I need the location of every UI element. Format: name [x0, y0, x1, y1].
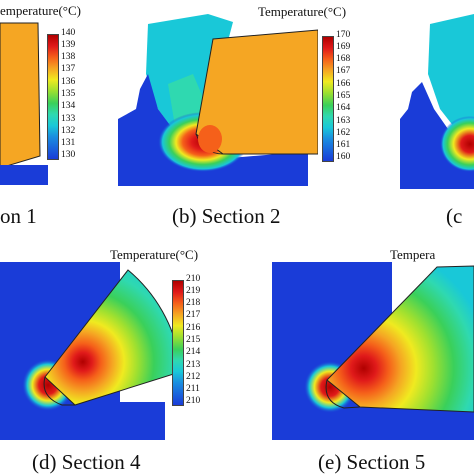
panel-d-tick: 214: [186, 347, 201, 357]
panel-d-colorbar: [172, 280, 184, 406]
panel-d-caption: (d) Section 4: [32, 450, 141, 474]
panel-b-tick: 160: [336, 152, 351, 162]
panel-a-tick: 132: [61, 126, 76, 136]
panel-b-legend-title: Temperature(°C): [258, 4, 347, 19]
panel-b-tick: 169: [336, 42, 351, 52]
panel-a-contour: [0, 18, 50, 188]
panel-a-tick: 134: [61, 101, 76, 111]
panel-b-contour: [118, 14, 318, 194]
panel-a-tick: 133: [61, 114, 76, 124]
panel-d-tick: 217: [186, 310, 201, 320]
panel-a-colorbar: [47, 34, 59, 160]
panel-b-tick: 167: [336, 66, 351, 76]
panel-a-tick: 137: [61, 64, 76, 74]
panel-d-tick: 216: [186, 323, 201, 333]
panel-b-tick: 168: [336, 54, 351, 64]
panel-a-tick: 138: [61, 52, 76, 62]
panel-b-tick: 166: [336, 79, 351, 89]
panel-a-tick: 135: [61, 89, 76, 99]
panel-a-tick: 131: [61, 138, 76, 148]
panel-b-tick: 170: [336, 30, 351, 40]
panel-b-tick: 162: [336, 128, 351, 138]
panel-d-tick: 213: [186, 360, 201, 370]
panel-a-caption: on 1: [0, 204, 37, 228]
panel-e-caption: (e) Section 5: [318, 450, 426, 474]
panel-d-tick: 211: [186, 384, 200, 394]
panel-d-legend-title: Temperature(°C): [110, 247, 199, 262]
panel-a-tick: 130: [61, 150, 76, 160]
panel-b-tick: 165: [336, 91, 351, 101]
panel-b-caption: (b) Section 2: [172, 204, 281, 228]
panel-d-tick: 215: [186, 335, 201, 345]
panel-b-tick: 164: [336, 103, 351, 113]
panel-b-tick: 163: [336, 116, 351, 126]
panel-b-colorbar: [322, 36, 334, 162]
panel-b-tick: 161: [336, 140, 351, 150]
panel-e-contour: [272, 262, 474, 442]
panel-d-contour: [0, 262, 180, 442]
panel-d-tick: 218: [186, 298, 201, 308]
panel-a-tick: 140: [61, 28, 76, 38]
panel-d-tick: 210: [186, 274, 201, 284]
panel-e-legend-title: Tempera: [390, 247, 436, 262]
panel-d-tick: 212: [186, 372, 201, 382]
panel-a-tick: 136: [61, 77, 76, 87]
panel-d-tick: 210: [186, 396, 201, 406]
panel-a-legend-title: emperature(°C): [0, 3, 81, 18]
panel-c-contour: [400, 14, 474, 194]
panel-d-tick: 219: [186, 286, 201, 296]
panel-a-tick: 139: [61, 40, 76, 50]
panel-c-caption: (c: [446, 204, 463, 228]
